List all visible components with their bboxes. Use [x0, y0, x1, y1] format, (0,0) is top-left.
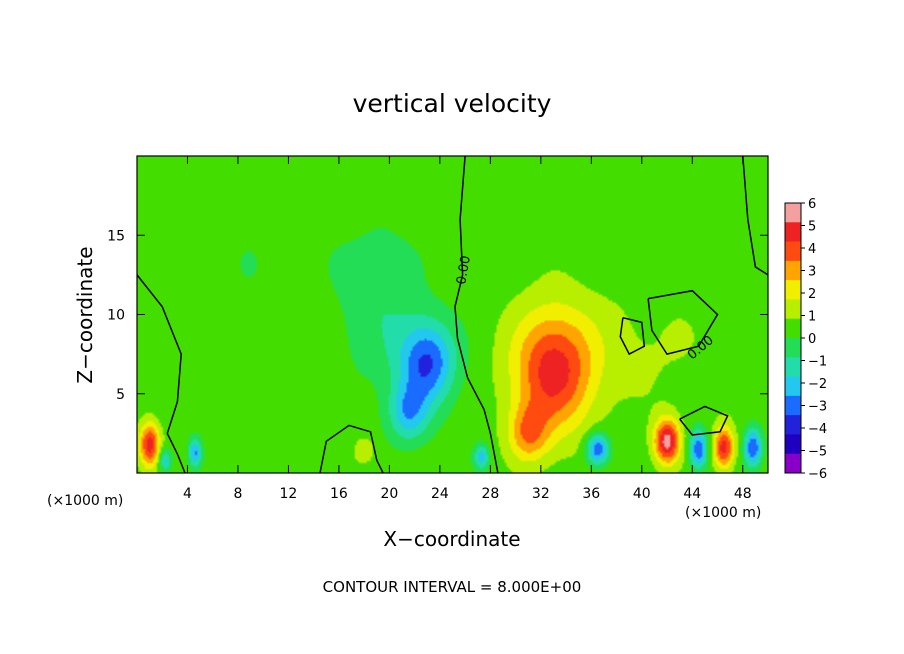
colorbar-swatch [785, 222, 801, 243]
colorbar-label: 3 [808, 265, 816, 280]
colorbar-label: −5 [808, 445, 827, 460]
colorbar-swatch [785, 280, 801, 300]
contour-interval-note: CONTOUR INTERVAL = 8.000E+00 [323, 578, 582, 596]
colorbar-swatch [785, 376, 801, 397]
colorbar: 6 5 4 3 2 1 0 −1 −2 −3 −4 −5 −6 [784, 197, 827, 482]
colorbar-label: −6 [808, 467, 827, 482]
x-axis-unit-right: (×1000 m) [685, 505, 761, 521]
x-tick-label: 48 [734, 486, 752, 502]
x-tick-label: 8 [233, 486, 242, 502]
y-axis-label: Z−coordinate [73, 246, 97, 383]
contour-line [679, 405, 729, 436]
colorbar-label: 4 [808, 242, 816, 257]
colorbar-label: 0 [808, 332, 816, 347]
colorbar-label: −4 [808, 422, 827, 437]
contour-label: 0.00 [454, 255, 474, 286]
x-tick-label: 20 [380, 486, 398, 502]
y-tick-label: 5 [116, 387, 125, 403]
colorbar-swatch [785, 338, 801, 358]
y-axis-ticks: 5 10 15 [107, 228, 768, 403]
plot-area: 0.00 0.00 [136, 155, 769, 474]
y-tick-label: 15 [107, 228, 125, 244]
x-axis-unit-left: (×1000 m) [47, 493, 123, 509]
x-tick-label: 12 [280, 486, 298, 502]
colorbar-label: −1 [808, 355, 827, 370]
x-tick-label: 24 [431, 486, 449, 502]
x-tick-label: 44 [683, 486, 701, 502]
colorbar-swatch [785, 395, 801, 416]
colorbar-swatch [785, 434, 801, 455]
colorbar-swatch [785, 453, 801, 474]
chart-title: vertical velocity [353, 89, 552, 118]
contour-line [647, 289, 719, 355]
x-tick-label: 28 [481, 486, 499, 502]
colorbar-swatch [785, 241, 801, 262]
colorbar-swatch [785, 318, 801, 339]
contour-line [137, 274, 186, 473]
colorbar-label: 1 [808, 310, 816, 325]
contour-line [454, 156, 499, 473]
contour-line [742, 156, 768, 276]
contour-line [319, 424, 384, 473]
x-axis-label: X−coordinate [383, 527, 520, 551]
y-tick-label: 10 [107, 308, 125, 324]
colorbar-label: 5 [808, 220, 816, 235]
x-tick-label: 40 [633, 486, 651, 502]
contour-lines [137, 156, 768, 473]
colorbar-label: 2 [808, 287, 816, 302]
x-tick-label: 16 [330, 486, 348, 502]
colorbar-swatch [785, 299, 801, 320]
colorbar-swatch [785, 357, 801, 378]
x-tick-label: 4 [183, 486, 192, 502]
contour-line [619, 316, 646, 356]
colorbar-label: −2 [808, 377, 827, 392]
colorbar-label: −3 [808, 400, 827, 415]
colorbar-swatch [785, 260, 801, 281]
colorbar-label: 6 [808, 197, 816, 212]
colorbar-swatch [785, 203, 801, 223]
x-tick-label: 36 [582, 486, 600, 502]
x-tick-label: 32 [532, 486, 550, 502]
velocity-field [137, 156, 768, 473]
x-axis-ticks: 4 8 12 16 20 24 28 32 36 40 44 48 [183, 156, 752, 502]
colorbar-swatch [785, 415, 801, 435]
